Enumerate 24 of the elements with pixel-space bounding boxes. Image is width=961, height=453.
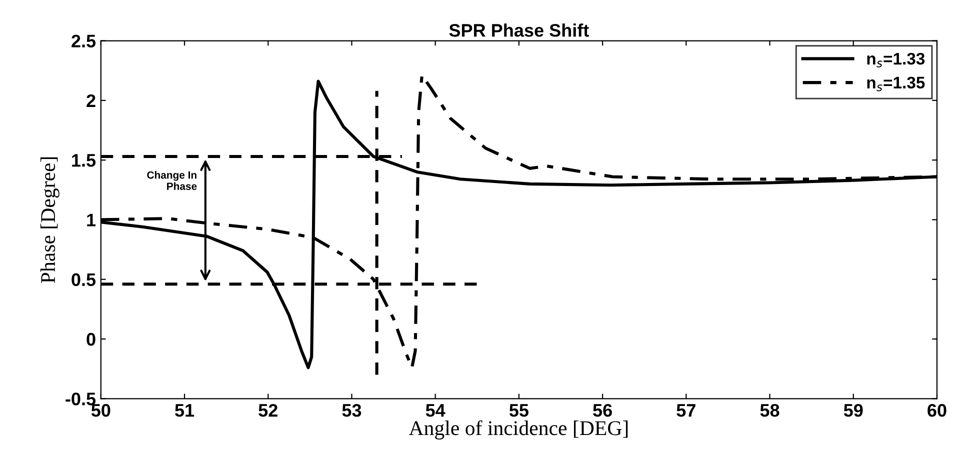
y-tick-label: 0 (86, 332, 96, 346)
legend-label: n$_{s}$=1.33 (867, 52, 925, 68)
y-tick-label: 1 (87, 214, 96, 226)
x-tick-label: 50 (91, 404, 110, 417)
x-tick-label: 55 (509, 404, 528, 417)
y-tick-label: 2 (86, 94, 96, 107)
x-tick-label: 60 (928, 404, 946, 417)
annotation: Change In Phase (147, 171, 197, 190)
x-tick-label: 52 (258, 404, 278, 417)
x-tick-label: 54 (426, 404, 446, 417)
x-tick-label: 53 (342, 404, 362, 417)
y-tick-label: 1.5 (72, 154, 96, 167)
x-tick-label: 51 (175, 404, 194, 417)
y-axis-title: Phase [Degree] (40, 157, 60, 284)
x-axis-title: Angle of incidence [DEG] (408, 420, 628, 440)
y-tick-label: 0.5 (72, 273, 96, 286)
chart-title: SPR Phase Shift (449, 24, 589, 37)
x-tick-label: 58 (760, 404, 780, 417)
y-tick-label: 2.5 (72, 34, 96, 48)
x-tick-label: 59 (844, 404, 863, 417)
legend-label: n$_{s}$=1.35 (867, 76, 925, 92)
y-tick-label: -0.5 (66, 392, 96, 406)
x-tick-label: 56 (593, 404, 612, 417)
x-tick-label: 57 (676, 404, 696, 417)
